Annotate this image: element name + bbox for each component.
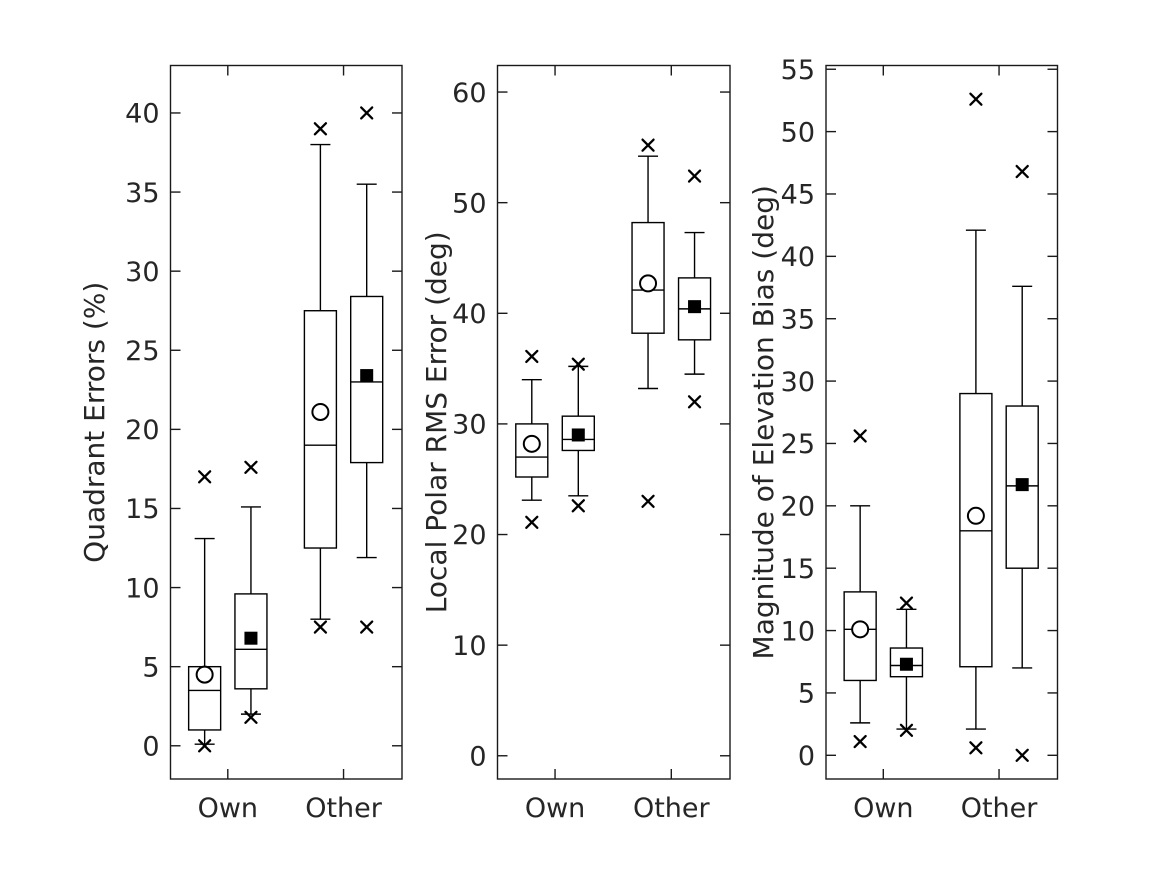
box-other-series-1	[303, 122, 338, 634]
mean-filled-square-icon	[899, 657, 913, 671]
mean-filled-square-icon	[571, 428, 585, 442]
plot-frame	[496, 64, 731, 780]
outlier-x-icon	[360, 106, 374, 120]
panel-3: 0 5 10 15 20 25 30 35 40 45 50 55 Own Other Magnitude …	[747, 55, 1059, 824]
y-axis-label: Quadrant Errors (%)	[78, 282, 111, 563]
y-tick-label: 60	[452, 78, 486, 109]
box-own-series-2	[561, 357, 595, 513]
y-axis-label: Local Polar RMS Error (deg)	[420, 231, 453, 613]
x-tick-label-own: Own	[525, 793, 585, 824]
y-tick-label: 40	[452, 299, 486, 330]
y-tick-label: 10	[125, 573, 159, 604]
mean-open-circle-icon	[851, 620, 870, 639]
outlier-x-icon	[899, 723, 914, 738]
plot-frame	[825, 64, 1059, 780]
mean-open-circle-icon	[522, 434, 541, 453]
outlier-x-icon	[969, 92, 983, 106]
outlier-x-icon	[641, 494, 655, 508]
mean-filled-square-icon	[688, 300, 702, 314]
y-tick-label: 35	[125, 178, 159, 209]
outlier-x-icon	[1015, 748, 1029, 762]
outlier-x-icon	[244, 460, 258, 474]
outlier-x-icon	[197, 739, 212, 753]
x-tick-label-other: Other	[961, 793, 1039, 824]
y-axis-label: Magnitude of Elevation Bias (deg)	[747, 185, 780, 659]
y-tick-label: 45	[781, 180, 815, 211]
outlier-x-icon	[571, 357, 585, 371]
y-tick-label: 30	[125, 257, 159, 288]
box-other-series-2	[677, 169, 712, 409]
y-tick-label: 0	[142, 731, 159, 762]
mean-open-circle-icon	[195, 665, 214, 684]
box-own-series-1	[515, 349, 549, 530]
mean-open-circle-icon	[966, 506, 985, 525]
y-tick-label: 20	[452, 520, 486, 551]
outlier-x-icon	[899, 596, 914, 610]
outlier-x-icon	[641, 138, 655, 152]
y-tick-label: 20	[781, 492, 815, 523]
y-tick-label: 25	[125, 336, 159, 367]
y-tick-label: 15	[125, 494, 159, 525]
mean-filled-square-icon	[244, 631, 258, 645]
y-tick-label: 10	[452, 631, 486, 662]
mean-open-circle-icon	[639, 274, 658, 293]
outlier-x-icon	[571, 499, 585, 513]
box-other-series-1	[631, 138, 665, 508]
y-tick-label: 30	[781, 367, 815, 398]
outlier-x-icon	[853, 429, 867, 443]
iqr-box	[303, 310, 338, 549]
panel-1: 0 5 10 15 20 25 30 35 40 Own Other Quadrant Errors …	[78, 64, 403, 824]
outlier-x-icon	[1015, 164, 1029, 179]
y-tick-label: 5	[798, 679, 815, 710]
y-tick-label: 0	[469, 741, 486, 772]
y-tick-label: 25	[781, 429, 815, 460]
outlier-x-icon	[969, 741, 983, 755]
x-tick-label-own: Own	[198, 793, 258, 824]
y-tick-label: 20	[125, 415, 159, 446]
y-tick-label: 50	[781, 117, 815, 148]
y-tick-label: 15	[781, 554, 815, 585]
box-other-series-2	[349, 106, 384, 634]
box-own-series-1	[187, 470, 222, 753]
y-tick-label: 55	[781, 55, 815, 86]
y-tick-label: 0	[798, 741, 815, 772]
y-tick-label: 30	[452, 410, 486, 441]
outlier-x-icon	[244, 710, 258, 724]
mean-open-circle-icon	[311, 402, 330, 421]
outlier-x-icon	[313, 620, 328, 634]
box-other-series-2	[1005, 164, 1039, 762]
outlier-x-icon	[687, 395, 702, 409]
y-tick-label: 40	[781, 242, 815, 273]
box-own-series-2	[234, 460, 268, 724]
x-tick-label-other: Other	[305, 793, 383, 824]
outlier-x-icon	[853, 734, 867, 749]
mean-filled-square-icon	[360, 369, 374, 383]
outlier-x-icon	[313, 122, 328, 136]
box-own-series-1	[843, 429, 877, 749]
plot-frame	[169, 64, 403, 780]
box-own-series-2	[889, 596, 924, 738]
outlier-x-icon	[687, 169, 702, 183]
box-other-series-1	[959, 92, 993, 755]
outlier-x-icon	[525, 349, 539, 364]
outlier-x-icon	[197, 470, 212, 484]
y-tick-label: 35	[781, 304, 815, 335]
x-tick-label-own: Own	[853, 793, 913, 824]
y-tick-label: 5	[142, 652, 159, 683]
outlier-x-icon	[360, 620, 374, 634]
y-tick-label: 10	[781, 616, 815, 647]
panel-2: 0 10 20 30 40 50 60 Own Other Local Polar RMS Err…	[420, 64, 731, 824]
y-tick-label: 50	[452, 188, 486, 219]
mean-filled-square-icon	[1015, 478, 1029, 492]
y-tick-label: 40	[125, 99, 159, 130]
x-tick-label-other: Other	[633, 793, 711, 824]
outlier-x-icon	[525, 515, 539, 530]
